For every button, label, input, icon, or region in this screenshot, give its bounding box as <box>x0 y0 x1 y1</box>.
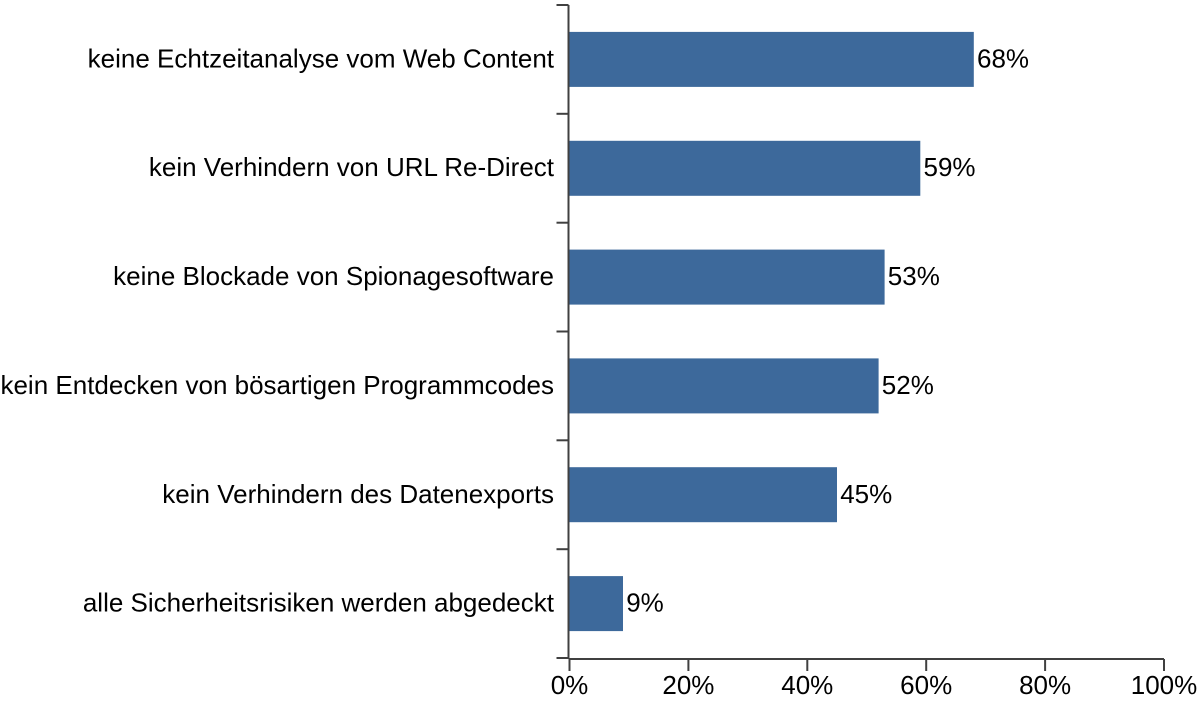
svg-text:60%: 60% <box>900 670 952 700</box>
svg-text:keine Echtzeitanalyse vom Web: keine Echtzeitanalyse vom Web Content <box>88 43 555 73</box>
svg-text:59%: 59% <box>924 152 976 182</box>
svg-text:kein Verhindern von URL Re-Dir: kein Verhindern von URL Re-Direct <box>149 152 555 182</box>
svg-text:80%: 80% <box>1019 670 1071 700</box>
svg-text:53%: 53% <box>888 261 940 291</box>
svg-text:kein Verhindern des Datenexpor: kein Verhindern des Datenexports <box>162 479 554 509</box>
svg-text:kein Entdecken von bösartigen: kein Entdecken von bösartigen Programmco… <box>0 370 554 400</box>
svg-text:0%: 0% <box>551 670 589 700</box>
svg-text:100%: 100% <box>1131 670 1198 700</box>
svg-text:40%: 40% <box>781 670 833 700</box>
svg-text:20%: 20% <box>662 670 714 700</box>
svg-text:68%: 68% <box>977 43 1029 73</box>
svg-text:9%: 9% <box>626 588 664 618</box>
svg-text:45%: 45% <box>840 479 892 509</box>
svg-text:keine Blockade von Spionagesof: keine Blockade von Spionagesoftware <box>113 261 554 291</box>
svg-text:alle Sicherheitsrisiken werden: alle Sicherheitsrisiken werden abgedeckt <box>83 588 555 618</box>
svg-text:52%: 52% <box>882 370 934 400</box>
